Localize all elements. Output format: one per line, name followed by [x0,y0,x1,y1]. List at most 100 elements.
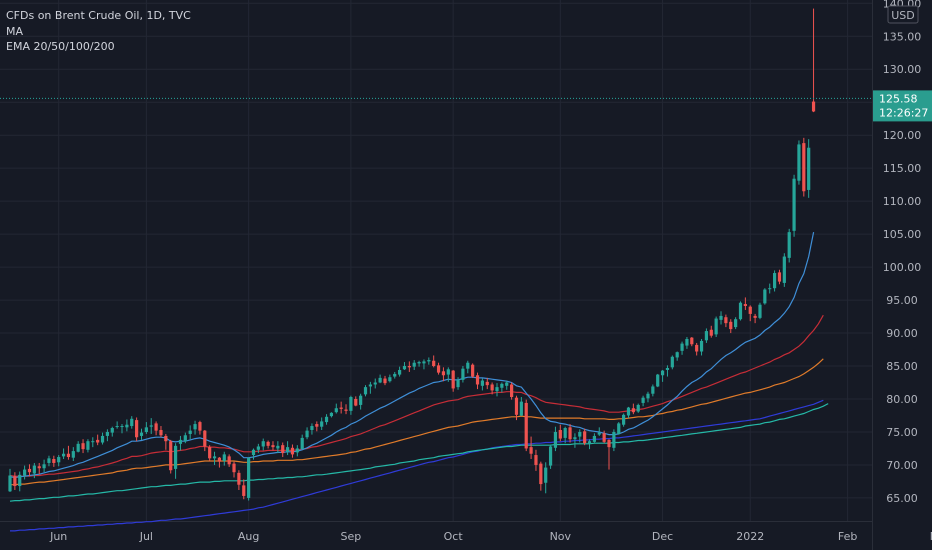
currency-label[interactable]: USD [887,5,919,24]
candle-body [792,178,796,231]
candle-body [563,428,567,438]
ema100-line [10,358,824,486]
candle-body [714,318,718,335]
candle [315,421,319,432]
time-tick-label: Feb [838,530,857,543]
candle [782,253,786,287]
price-tick-label: 115.00 [883,162,922,175]
candle-body [271,445,275,448]
candle [753,313,757,324]
candle-body [276,445,280,449]
candle [154,421,158,436]
currency-label-box[interactable] [887,5,919,24]
candle [724,314,728,328]
price-axis[interactable]: 140.00135.00130.00125.00120.00115.00110.… [883,0,922,505]
indicator-ma-label[interactable]: MA [6,24,24,38]
candle-body [251,449,256,456]
candle [602,430,606,444]
candle [534,449,538,471]
candle-body [61,453,66,457]
candle-body [188,430,192,434]
candle-body [37,466,41,469]
candle [71,447,75,461]
candle-body [772,273,777,289]
candle-body [261,441,265,447]
candle-body [578,431,582,437]
candle [704,328,709,343]
candle [368,381,372,394]
candle [27,464,32,477]
candle [768,283,772,294]
symbol-title[interactable]: CFDs on Brent Crude Oil, 1D, TVC [6,9,191,22]
candle-body [164,435,168,442]
candle-body [446,369,450,375]
candle [198,420,202,435]
candle-body [480,380,484,386]
chart-legend: CFDs on Brent Crude Oil, 1D, TVC MA EMA … [6,8,191,55]
currency-label-text[interactable]: USD [891,9,915,22]
candle-body [23,469,27,476]
candle-body [13,476,17,487]
candle-body [237,472,241,485]
candle [573,433,577,448]
candle-body [573,437,577,440]
candle-body [548,446,553,466]
candle [139,428,144,440]
candle [203,429,207,452]
candle [475,372,480,390]
candle-body [193,424,197,430]
candle-body [485,381,489,386]
candle-body [91,441,95,443]
candle-body [398,369,402,375]
candle [285,441,290,456]
last-price-value: 125.58 [879,92,918,105]
candle-body [748,306,752,314]
candle [310,423,314,435]
candle [807,139,811,198]
candle-body [646,393,650,399]
candle [802,137,806,197]
candle-body [763,289,767,304]
price-tick-label: 95.00 [886,294,918,307]
candle [61,448,66,460]
candle-body [729,321,733,330]
candle-body [592,435,596,442]
candle [592,433,596,443]
candle-body [315,424,319,427]
candle-body [135,420,139,438]
candle-body [373,382,377,385]
candle-body [602,433,606,442]
candle-body [57,457,61,463]
indicator-ema-label[interactable]: EMA 20/50/100/200 [6,40,115,53]
time-axis[interactable]: Jun Jul Aug Sep Oct Nov Dec 2022 Feb Mar [49,530,932,543]
candle-body [354,398,358,406]
candle [271,441,275,451]
candle-body [66,453,71,458]
candle-body [81,443,85,450]
candle [81,439,85,454]
candle-body [412,362,416,367]
price-tick-label: 140.00 [883,0,922,10]
candle-body [344,409,348,411]
candle [359,393,363,410]
candle [436,362,441,375]
candle-body [441,371,446,376]
candle [281,442,285,458]
candle [115,421,119,429]
candle [539,461,543,491]
candle [222,451,226,466]
candle [758,302,762,320]
candle-body [558,429,562,439]
candle-body [529,447,533,454]
candle [105,429,109,442]
price-tick-label: 75.00 [886,426,918,439]
candle-body [227,456,231,465]
candle [466,360,470,374]
candle-body [256,446,260,450]
candle [91,437,95,448]
candle [500,382,504,393]
candle-body [300,437,304,450]
time-tick-label: Mar [930,530,932,543]
candle-body [777,272,782,282]
